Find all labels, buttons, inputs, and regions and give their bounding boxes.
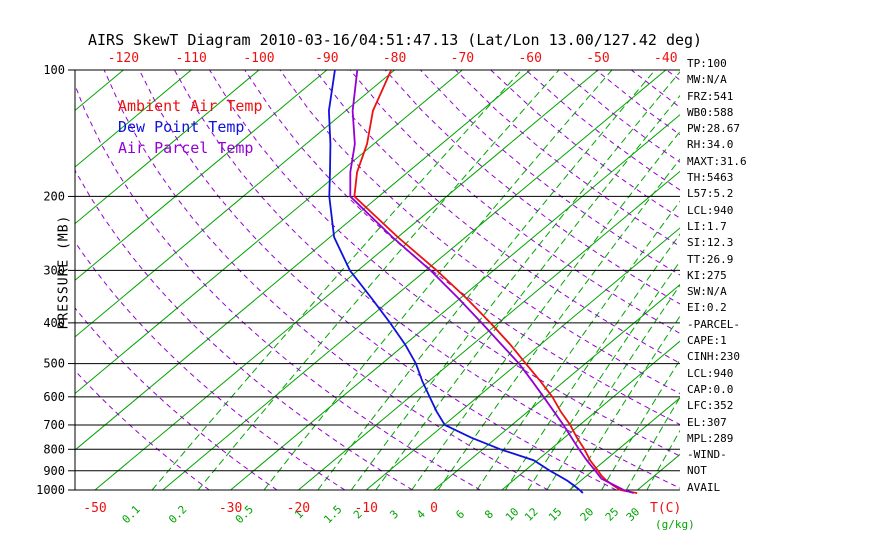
pressure-tick-label: 200	[43, 189, 65, 203]
stat-line: KI:275	[687, 268, 727, 282]
mixing-ratio-tick-label: 30	[624, 505, 643, 524]
stat-line: LFC:352	[687, 399, 734, 413]
mixing-ratio-tick-label: 3	[387, 508, 401, 522]
pressure-axis-label: PRESSURE (MB)	[56, 214, 72, 330]
stat-line: WB0:588	[687, 105, 734, 119]
stat-line: SW:N/A	[687, 285, 727, 299]
pressure-tick-label: 600	[43, 390, 65, 404]
mixing-ratio-tick-label: 1.5	[321, 503, 344, 526]
ambient-temp-curve	[353, 70, 638, 494]
top-temp-tick-label: -70	[451, 51, 474, 66]
pressure-tick-label: 1000	[36, 483, 65, 497]
stat-line: L57:5.2	[687, 187, 734, 201]
mixing-ratio-tick-label: 12	[522, 505, 541, 524]
top-temp-tick-label: -120	[108, 51, 139, 66]
background-lines	[75, 70, 680, 490]
stat-line: EL:307	[687, 415, 727, 429]
mixing-ratio-tick-label: 8	[482, 508, 496, 522]
stat-line: MW:N/A	[687, 73, 727, 87]
stat-line: TP:100	[687, 57, 727, 70]
bottom-temp-tick-label: -30	[219, 501, 242, 516]
mixing-ratio-tick-label: 0.1	[120, 503, 143, 526]
stat-line: CAP:0.0	[687, 382, 734, 396]
mixing-ratio-tick-label: 0.2	[166, 503, 189, 526]
pressure-tick-label: 500	[43, 357, 65, 371]
stat-line: MAXT:31.6	[687, 154, 747, 168]
legend-item-ambient: Ambient Air Temp	[118, 97, 263, 115]
legend: Ambient Air Temp Dew Point Temp Air Parcel…	[118, 96, 263, 159]
chart-title: AIRS SkewT Diagram 2010-03-16/04:51:47.1…	[88, 31, 703, 49]
stat-line: -PARCEL-	[687, 317, 740, 331]
top-temp-tick-label: -90	[315, 51, 338, 66]
pressure-tick-label: 100	[43, 63, 65, 77]
pressure-tick-label: 400	[43, 316, 65, 330]
bottom-temp-tick-label: -20	[287, 501, 310, 516]
stat-line: CINH:230	[687, 350, 740, 364]
top-temp-tick-label: -110	[176, 51, 207, 66]
top-temp-tick-label: -100	[243, 51, 274, 66]
stat-line: MPL:289	[687, 431, 734, 445]
legend-item-dewpoint: Dew Point Temp	[118, 118, 245, 136]
top-temp-tick-label: -80	[383, 51, 406, 66]
parcel-temp-curve	[349, 70, 634, 494]
pressure-tick-label: 700	[43, 418, 65, 432]
stat-line: SI:12.3	[687, 236, 734, 250]
pressure-tick-label: 800	[43, 442, 65, 456]
stat-line: RH:34.0	[687, 138, 734, 152]
mixing-ratio-tick-label: 4	[414, 507, 428, 521]
mixing-ratio-lines	[151, 70, 680, 490]
temp-unit-label: T(C)	[650, 501, 682, 516]
mixing-ratio-tick-label: 25	[603, 505, 622, 524]
stat-line: EI:0.2	[687, 301, 727, 315]
stats-panel: TP:100 MW:N/A FRZ:541 WB0:588 PW:28.67 RH:34.…	[687, 56, 867, 496]
top-temp-tick-label: -40	[654, 51, 677, 66]
stat-line: -WIND-	[687, 448, 727, 462]
stat-line: PW:28.67	[687, 122, 740, 136]
stat-line: LCL:940	[687, 203, 734, 217]
stat-line: CAPE:1	[687, 334, 727, 348]
mixing-ratio-tick-label: 6	[453, 508, 467, 522]
top-temp-tick-label: -60	[518, 51, 541, 66]
stat-line: AVAIL	[687, 480, 721, 494]
bottom-temp-tick-label: 0	[430, 501, 438, 516]
dewpoint-temp-curve	[327, 70, 584, 494]
stat-line: TT:26.9	[687, 252, 734, 266]
mixing-ratio-tick-label: 20	[578, 505, 597, 524]
sounding-curves	[327, 70, 638, 494]
mixratio-unit-label: (g/kg)	[655, 518, 695, 531]
mixing-ratio-tick-label: 15	[546, 505, 565, 524]
pressure-tick-label: 300	[43, 263, 65, 277]
pressure-axis	[68, 69, 76, 491]
pressure-tick-label: 900	[43, 464, 65, 478]
isobar-lines	[75, 69, 680, 491]
legend-item-parcel: Air Parcel Temp	[118, 139, 254, 157]
stat-line: NOT	[687, 464, 707, 478]
stat-line: LI:1.7	[687, 219, 727, 233]
top-temp-tick-label: -50	[586, 51, 609, 66]
stat-line: LCL:940	[687, 366, 734, 380]
stat-line: FRZ:541	[687, 89, 734, 103]
mixing-ratio-tick-label: 10	[503, 505, 522, 524]
bottom-temp-tick-label: -10	[354, 501, 377, 516]
stat-line: TH:5463	[687, 171, 734, 185]
bottom-temp-tick-label: -50	[83, 501, 106, 516]
